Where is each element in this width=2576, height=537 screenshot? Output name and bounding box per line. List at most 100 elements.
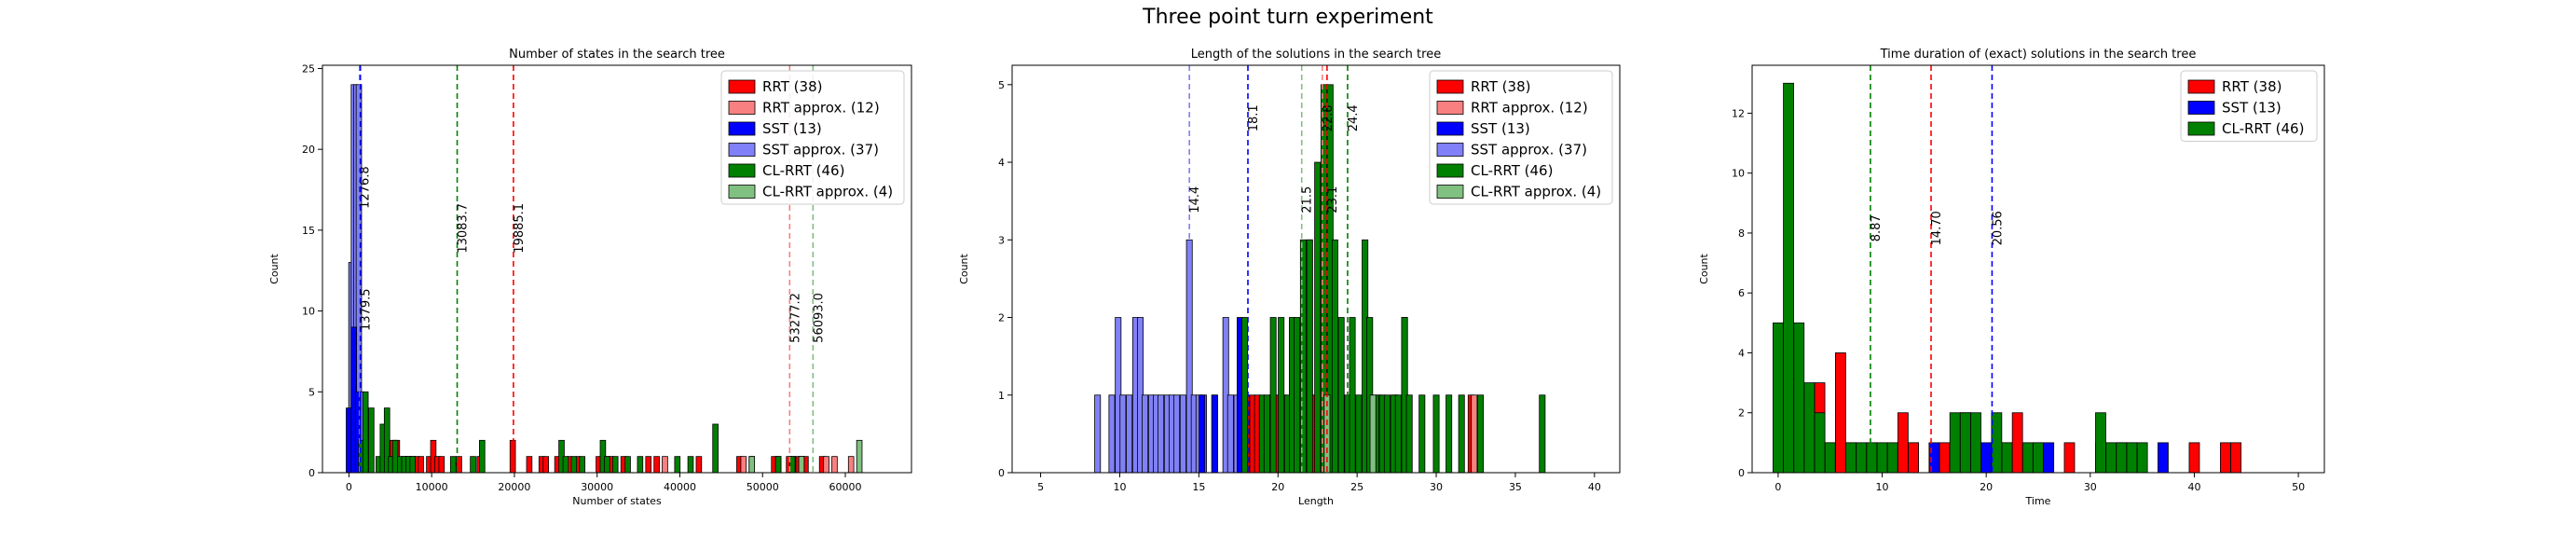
mean-line-label: 8.87 xyxy=(1870,214,1884,241)
legend-label: RRT (38) xyxy=(2222,78,2281,95)
bar-cl-rrt xyxy=(2021,442,2034,473)
plot-area: 14.4 18.1 21.5 22.8 23.1 24.4 xyxy=(1094,65,1546,473)
bar-cl-rrt xyxy=(362,391,369,473)
y-tick-label: 15 xyxy=(302,225,315,237)
legend-swatch xyxy=(1436,101,1464,115)
bar-sst-approx xyxy=(1173,394,1181,473)
legend-label: SST (13) xyxy=(2222,100,2281,117)
bar-cl-rrt xyxy=(2033,442,2044,473)
bar-cl-rrt xyxy=(1355,394,1363,473)
legend-label: CL-RRT approx. (4) xyxy=(762,184,893,200)
bar-cl-rrt xyxy=(1773,322,1784,473)
bar-cl-rrt xyxy=(1991,412,2003,473)
mean-line-label: 53277.2 xyxy=(788,293,802,343)
bar-cl-rrt xyxy=(1314,161,1322,473)
y-tick-label: 5 xyxy=(308,386,315,398)
y-tick-label: 4 xyxy=(998,157,1005,169)
bar-cl-rrt xyxy=(479,439,486,473)
bar-cl-rrt xyxy=(2001,442,2013,473)
bar-rrt xyxy=(526,456,533,473)
bar-rrt-approx xyxy=(847,456,855,473)
bar-cl-rrt xyxy=(383,407,391,473)
x-tick-label: 0 xyxy=(346,481,352,493)
legend-label: RRT approx. (12) xyxy=(762,100,880,117)
bar-cl-rrt xyxy=(774,456,782,473)
legend: RRT (38) RRT approx. (12) SST (13) SST appr… xyxy=(1429,70,1613,205)
bar-cl-rrt xyxy=(1294,317,1301,473)
y-tick-label: 10 xyxy=(302,306,315,318)
legend-swatch xyxy=(1436,163,1464,178)
bar-cl-rrt xyxy=(624,456,631,473)
y-tick-label: 0 xyxy=(1738,467,1745,479)
bar-cl-rrt xyxy=(1886,442,1898,473)
bar-sst xyxy=(1980,442,1993,473)
bar-cl-rrt xyxy=(579,456,586,473)
mean-line-label: 56093.0 xyxy=(812,293,826,343)
bar-cl-rrt xyxy=(368,407,375,473)
legend-swatch xyxy=(1436,79,1464,94)
chart-panel-1: Number of states in the search tree 1276.… xyxy=(268,48,912,507)
bar-cl-rrt xyxy=(1241,317,1249,473)
bar-sst-approx xyxy=(1094,394,1102,473)
bar-cl-rrt xyxy=(712,423,719,473)
legend-label: SST approx. (37) xyxy=(762,142,879,158)
legend-label: RRT approx. (12) xyxy=(1471,100,1588,117)
bar-cl-rrt xyxy=(1803,382,1816,473)
legend-swatch xyxy=(2187,101,2215,115)
bar-rrt xyxy=(542,456,549,473)
y-tick-label: 0 xyxy=(308,467,315,479)
axes-frame xyxy=(1011,64,1621,474)
bar-rrt xyxy=(418,456,424,473)
legend: RRT (38) SST (13) CL-RRT (46) xyxy=(2180,70,2318,142)
bar-rrt xyxy=(653,456,660,473)
bar-cl-rrt xyxy=(1856,442,1868,473)
chart-panel-3: Time duration of (exact) solutions in th… xyxy=(1698,48,2325,507)
bar-cl-rrt xyxy=(1383,394,1391,473)
bar-cl-rrt xyxy=(1269,317,1277,473)
y-tick-label: 12 xyxy=(1732,107,1745,119)
legend-box xyxy=(1429,70,1613,205)
bar-cl-rrt xyxy=(562,456,569,473)
x-axis-label: Time xyxy=(2025,495,2051,507)
bar-cl-rrt xyxy=(1446,394,1453,473)
legend-box xyxy=(720,70,905,205)
x-axis-label: Length xyxy=(1298,495,1334,507)
bar-cl-rrt xyxy=(1432,394,1440,473)
chart-title: Length of the solutions in the search tr… xyxy=(1191,48,1441,62)
mean-line-label: 13083.7 xyxy=(457,203,471,254)
bar-sst-approx xyxy=(1119,394,1127,473)
bar-rrt xyxy=(2188,442,2200,473)
bar-cl-rrt-approx xyxy=(856,439,863,473)
bar-sst-approx xyxy=(1108,394,1116,473)
legend-label: CL-RRT approx. (4) xyxy=(1471,184,1601,200)
bar-cl-rrt xyxy=(449,456,457,473)
bar-rrt-approx xyxy=(662,456,668,473)
chart-title: Time duration of (exact) solutions in th… xyxy=(1880,48,2197,62)
bar-rrt-approx xyxy=(831,456,838,473)
bar-cl-rrt xyxy=(470,456,476,473)
bar-cl-rrt xyxy=(1876,442,1888,473)
bar-sst xyxy=(1199,394,1206,473)
bar-cl-rrt xyxy=(570,456,578,473)
y-tick-label: 4 xyxy=(1738,347,1745,359)
y-tick-label: 25 xyxy=(302,62,315,75)
bar-rrt xyxy=(1939,442,1951,473)
bar-cl-rrt xyxy=(2105,442,2117,473)
x-tick-label: 30000 xyxy=(581,481,613,493)
bar-cl-rrt xyxy=(1278,317,1285,473)
bar-sst-approx xyxy=(1126,394,1133,473)
bar-rrt xyxy=(2011,412,2023,473)
bar-cl-rrt xyxy=(1477,394,1485,473)
bar-rrt xyxy=(645,456,652,473)
y-tick-label: 3 xyxy=(998,234,1005,246)
x-tick-label: 35 xyxy=(1509,481,1522,493)
bar-sst-approx xyxy=(1179,394,1186,473)
y-tick-label: 2 xyxy=(1738,407,1745,420)
bar-rrt xyxy=(695,456,703,473)
x-tick-label: 50000 xyxy=(747,481,779,493)
x-tick-label: 10 xyxy=(1113,481,1126,493)
bar-cl-rrt xyxy=(1458,394,1465,473)
bar-rrt xyxy=(1908,442,1919,473)
y-tick-label: 10 xyxy=(1732,168,1745,180)
legend-swatch xyxy=(728,163,756,178)
